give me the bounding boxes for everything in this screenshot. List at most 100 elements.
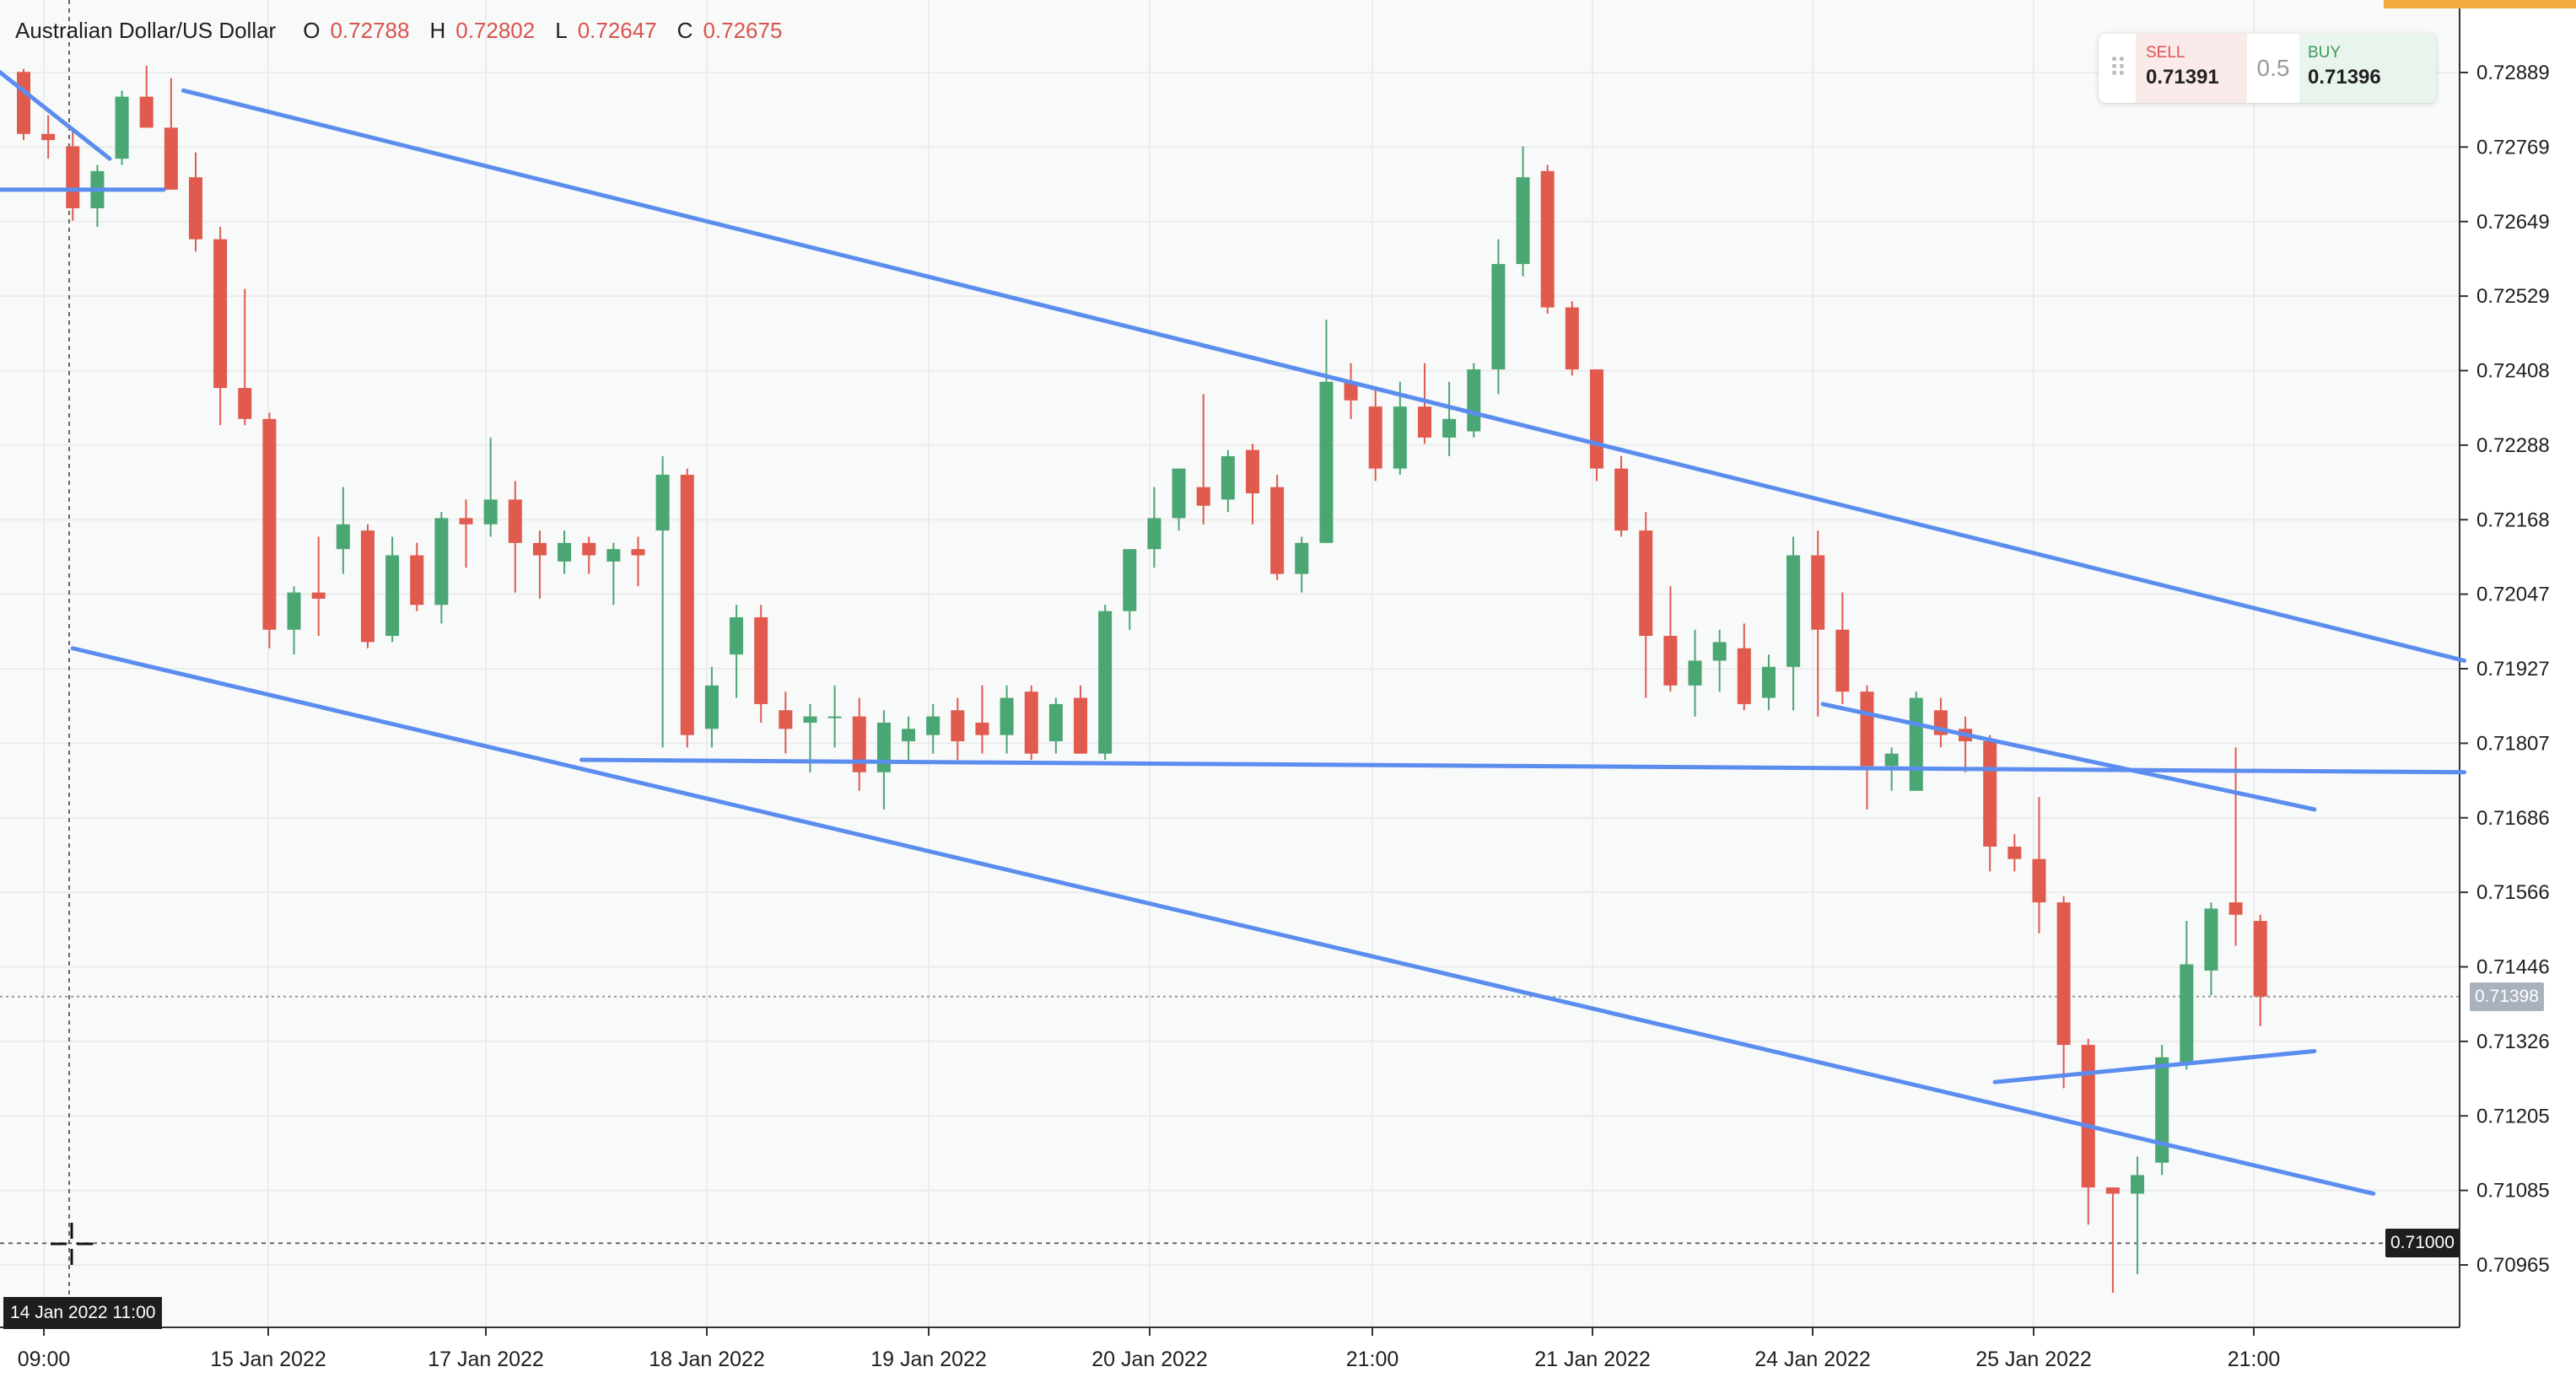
- candle-body: [1540, 170, 1555, 308]
- candle: [360, 524, 375, 648]
- x-tick-label: 24 Jan 2022: [1754, 1348, 1871, 1371]
- candle-body: [2180, 964, 2194, 1064]
- candle-body: [1295, 542, 1309, 574]
- candle-body: [1221, 455, 1235, 500]
- candle: [1417, 363, 1431, 444]
- crosshair-price-badge: 0.71000: [2385, 1229, 2460, 1258]
- trendline: [1820, 702, 2317, 812]
- candle: [1221, 449, 1235, 513]
- candle: [1860, 685, 1874, 810]
- trendline: [0, 69, 112, 161]
- candle-body: [1516, 177, 1530, 265]
- candle-body: [1835, 629, 1850, 692]
- candle: [1123, 549, 1137, 630]
- high-value: 0.72802: [455, 17, 536, 43]
- candle-body: [1442, 418, 1457, 438]
- candle: [1295, 536, 1309, 593]
- candle-body: [1761, 666, 1776, 698]
- x-tick-label: 20 Jan 2022: [1091, 1348, 1208, 1371]
- y-tick-label: 0.71686: [2476, 807, 2550, 830]
- candle: [188, 152, 202, 252]
- open-value: 0.72788: [330, 17, 410, 43]
- x-tick-label: 21 Jan 2022: [1534, 1348, 1651, 1371]
- candle-body: [803, 716, 817, 723]
- candle-body: [2253, 921, 2267, 997]
- candle: [1172, 468, 1186, 531]
- candle-body: [1712, 642, 1727, 661]
- candle-body: [2131, 1175, 2145, 1194]
- candle-body: [2032, 858, 2046, 903]
- instrument-name: Australian Dollar/US Dollar: [15, 17, 277, 43]
- candle: [2204, 902, 2218, 996]
- candle-body: [1491, 264, 1506, 370]
- candle-body: [115, 96, 129, 159]
- candle-body: [164, 127, 178, 190]
- candle-body: [508, 499, 522, 543]
- candle: [311, 536, 326, 637]
- low-label: L: [555, 17, 568, 43]
- trendline: [579, 757, 2467, 775]
- candle: [1344, 363, 1358, 419]
- candle-body: [1909, 697, 1923, 791]
- candle: [827, 685, 842, 748]
- candle-body: [287, 592, 301, 630]
- trendlines: [0, 69, 2467, 1196]
- x-tick-label: 15 Jan 2022: [210, 1348, 326, 1371]
- y-tick-label: 0.71085: [2476, 1180, 2550, 1203]
- candle-body: [1344, 381, 1358, 401]
- candle-body: [238, 388, 252, 419]
- candle-body: [926, 716, 940, 735]
- candle-body: [1024, 692, 1038, 754]
- candle-body: [336, 524, 350, 550]
- y-tick-label: 0.72408: [2476, 360, 2550, 383]
- candle-body: [1319, 381, 1334, 543]
- candle: [2056, 896, 2071, 1089]
- candle: [754, 605, 768, 723]
- candle-body: [951, 710, 965, 741]
- x-tick-label: 21:00: [2228, 1348, 2281, 1371]
- trendline: [1992, 1048, 2317, 1084]
- candle-body: [1589, 369, 1603, 469]
- candle-body: [606, 549, 621, 562]
- trendline: [70, 646, 2376, 1196]
- candle-body: [1811, 555, 1825, 630]
- buy-button[interactable]: BUY 0.71396: [2299, 34, 2436, 103]
- sell-button[interactable]: SELL 0.71391: [2136, 34, 2247, 103]
- candle: [139, 65, 154, 128]
- candle-body: [1147, 518, 1161, 550]
- candle-body: [2007, 846, 2022, 859]
- candle: [2180, 921, 2194, 1070]
- candle-body: [1074, 697, 1088, 754]
- candle: [115, 90, 129, 165]
- candle: [779, 692, 793, 754]
- candle-body: [311, 592, 326, 599]
- close-value: 0.72675: [703, 17, 783, 43]
- candle-body: [17, 72, 30, 134]
- y-tick-label: 0.71566: [2476, 881, 2550, 904]
- candle: [1024, 685, 1038, 761]
- candle: [1147, 487, 1161, 568]
- drag-handle-icon[interactable]: ⠿: [2109, 54, 2127, 83]
- candle: [1589, 369, 1603, 482]
- candle: [1196, 394, 1210, 525]
- candle: [41, 115, 56, 159]
- candle: [508, 481, 522, 593]
- y-tick-label: 0.71807: [2476, 732, 2550, 755]
- y-tick-label: 0.71927: [2476, 658, 2550, 681]
- x-tick-label: 19 Jan 2022: [870, 1348, 987, 1371]
- y-tick-label: 0.72047: [2476, 584, 2550, 606]
- candle: [1786, 536, 1801, 711]
- candle: [558, 530, 572, 574]
- candle-body: [1098, 611, 1113, 754]
- candle: [2105, 1187, 2120, 1294]
- candle-body: [1688, 660, 1702, 686]
- candle-body: [1368, 406, 1382, 469]
- candle: [1761, 654, 1776, 711]
- candle: [1565, 301, 1579, 376]
- candle-body: [188, 177, 202, 239]
- candle-body: [1270, 487, 1285, 574]
- y-tick-label: 0.71205: [2476, 1105, 2550, 1127]
- candle: [1909, 692, 1923, 791]
